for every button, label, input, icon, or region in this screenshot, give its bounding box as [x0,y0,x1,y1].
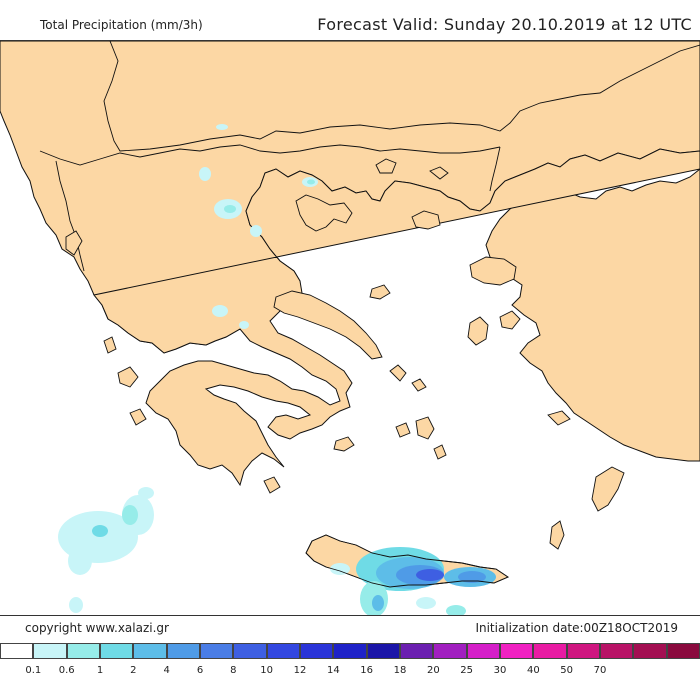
legend-tick-label: 20 [426,665,440,676]
rhodes-island [591,466,625,512]
legend-tick-label: 18 [393,665,407,676]
legend-tick-label: 6 [196,665,204,676]
legend-tick-label: 2 [130,665,137,676]
legend-swatch [33,643,67,659]
karpathos-island [549,520,565,550]
legend-swatch [333,643,367,659]
tinos-island [411,378,427,392]
legend-swatch [99,643,134,659]
legend-swatch [399,643,434,659]
milos-island [333,436,355,452]
zakynthos-island [129,408,147,426]
legend-swatch [299,643,334,659]
legend-tick-label: 0.1 [25,665,42,676]
legend-tick-label: 16 [360,665,374,676]
skyros-island [369,284,391,300]
evia-island [273,290,383,360]
initialization-date-label: Initialization date:00Z18OCT2019 [475,621,678,635]
legend-swatch [566,643,600,659]
legend-tick-label: 10 [260,665,274,676]
lesvos-island [469,256,517,286]
precipitation-legend-bar [0,643,700,659]
thira-island [433,444,447,460]
legend-tick-label: 0.6 [58,665,75,676]
samothraki-island [429,166,449,180]
legend-swatch [433,643,467,659]
forecast-valid-label: Forecast Valid: Sunday 20.10.2019 at 12 … [317,15,692,34]
anatolia-land [485,168,700,462]
kefalonia-island [117,366,139,388]
country-border-albania [55,160,85,272]
legend-swatch [366,643,400,659]
andros-island [389,364,407,382]
legend-swatch [633,643,667,659]
chios-island [467,316,489,346]
legend-swatch [233,643,267,659]
legend-tick-label: 4 [163,665,170,676]
legend-tick-label: 40 [526,665,540,676]
legend-tick-label: 25 [460,665,474,676]
country-border-greece-north [39,144,501,166]
kythira-island [263,476,281,494]
legend-swatch [0,643,34,659]
lefkada-island [103,336,117,354]
map-canvas [0,41,700,615]
copyright-label: copyright www.xalazi.gr [25,621,169,635]
greece-mainland-land [93,148,700,487]
legend-swatch [166,643,200,659]
map-area [0,40,700,616]
paros-island [395,422,411,438]
legend-tick-label: 8 [230,665,237,676]
country-border-turkey [489,146,501,192]
chalkidiki-peninsula [295,194,353,232]
legend-swatch [199,643,234,659]
map-title: Total Precipitation (mm/3h) [40,18,203,32]
legend-tick-label: 1 [96,665,104,676]
naxos-island [415,416,435,440]
legend-swatch [466,643,500,659]
legend-swatch [66,643,100,659]
legend-swatch [666,643,700,659]
legend-tick-label: 14 [326,665,340,676]
crete-outline [305,534,509,588]
legend-tick-label: 30 [493,665,507,676]
legend-swatch [266,643,300,659]
legend-swatch [533,643,567,659]
kos-island [547,410,571,426]
corfu-island [65,230,83,256]
legend-swatch [133,643,167,659]
country-border-north [103,41,700,152]
limnos-island [411,210,441,230]
legend-tick-label: 50 [560,665,574,676]
legend-swatch [499,643,534,659]
precipitation-legend-labels: 0.1 0.6 1 2 4 6 8 10 12 14 16 18 20 25 30 40 50 70 [0,665,700,681]
legend-tick-label: 70 [593,665,607,676]
legend-tick-label: 12 [293,665,307,676]
thasos-island [375,158,397,174]
legend-swatch [599,643,634,659]
samos-island [499,310,521,330]
